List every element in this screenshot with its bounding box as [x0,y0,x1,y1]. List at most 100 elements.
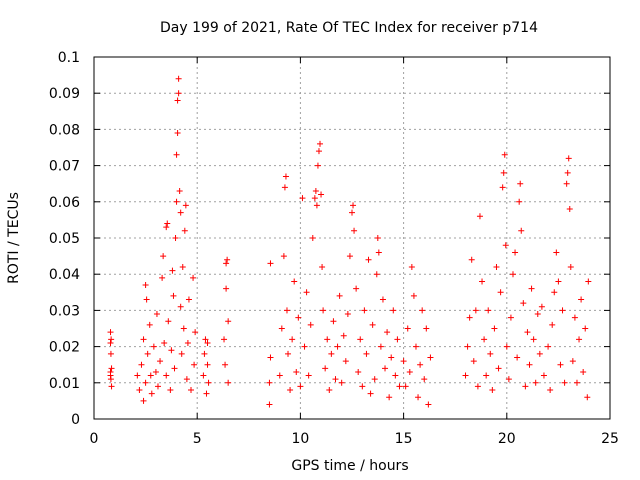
data-point [311,195,318,202]
data-point [140,336,147,343]
data-point [365,256,372,263]
data-point [566,206,573,213]
data-point [178,350,185,357]
data-point [540,372,547,379]
data-point [338,379,345,386]
data-point [423,325,430,332]
data-point [367,390,374,397]
data-point [203,390,210,397]
data-point [173,151,180,158]
data-point [188,387,195,394]
data-point [357,336,364,343]
data-point [192,329,199,336]
data-point [144,350,151,357]
data-point [392,372,399,379]
data-point [278,325,285,332]
data-point [557,361,564,368]
data-point [142,282,149,289]
y-tick-label: 0.07 [49,159,80,175]
data-point [315,148,322,155]
data-point [148,390,155,397]
data-point [295,314,302,321]
data-point [545,343,552,350]
data-point [359,383,366,390]
data-point [567,263,574,270]
data-point [153,311,160,318]
y-tick-label: 0.08 [49,122,80,138]
data-point [517,180,524,187]
data-point [565,155,572,162]
y-tick-label: 0.06 [49,195,80,211]
data-point [328,350,335,357]
data-point [528,285,535,292]
data-point [164,220,171,227]
data-point [408,263,415,270]
y-tick-label: 0.04 [49,267,80,283]
data-point [174,97,181,104]
y-tick-label: 0.05 [49,231,80,247]
data-point [107,339,114,346]
data-point [224,256,231,263]
y-tick-label: 0.1 [58,50,80,66]
data-point [223,285,230,292]
data-point [503,343,510,350]
data-point [353,285,360,292]
data-point [314,162,321,169]
data-point [160,253,167,260]
data-point [289,336,296,343]
data-point [507,314,514,321]
axis-ticks [93,56,611,420]
data-point [225,318,232,325]
data-point [171,365,178,372]
data-point [201,350,208,357]
data-point [421,376,428,383]
data-point [293,368,300,375]
x-tick-label: 15 [395,431,413,447]
data-point [283,307,290,314]
data-point [184,339,191,346]
data-point [140,397,147,404]
data-point [297,383,304,390]
data-point [108,383,115,390]
data-point [349,209,355,216]
data-point [204,339,211,346]
data-point [361,307,368,314]
data-point [301,343,308,350]
data-point [563,180,570,187]
data-point [138,361,145,368]
data-point [108,365,115,372]
data-point [390,307,397,314]
data-point [489,387,496,394]
data-point [561,379,568,386]
data-point [222,361,229,368]
data-point [355,368,362,375]
data-point [551,289,558,296]
data-point [344,311,351,318]
data-point [157,358,164,365]
data-point [402,383,409,390]
data-point [530,336,537,343]
data-point [324,336,331,343]
data-point [582,325,589,332]
data-point [520,300,527,307]
data-point [536,350,543,357]
data-point [307,321,314,328]
data-point [493,263,500,270]
data-point [382,365,389,372]
data-point [107,368,114,375]
data-point [526,361,533,368]
data-point [569,358,576,365]
data-point [400,358,407,365]
data-point [303,289,310,296]
data-point [404,325,411,332]
y-axis-label: ROTI / TECUs [6,192,22,284]
data-point [336,292,343,299]
data-point [154,383,161,390]
data-point [334,343,341,350]
data-point [177,209,184,216]
data-point [176,187,183,194]
data-point [134,372,141,379]
data-point [282,173,289,180]
data-point [305,372,312,379]
